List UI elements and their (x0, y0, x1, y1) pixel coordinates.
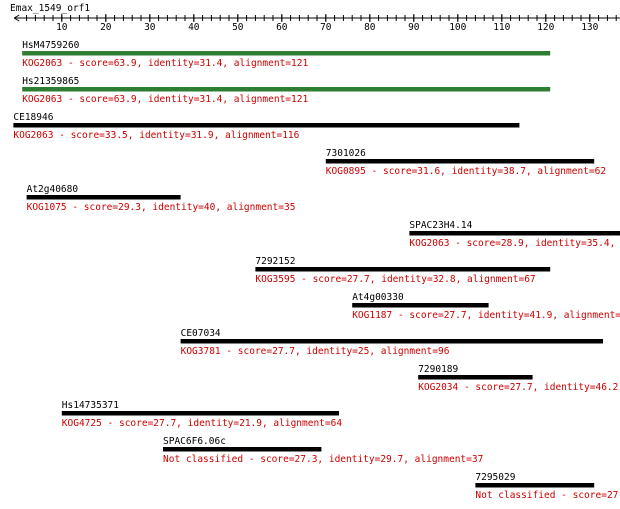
hit-bar[interactable] (255, 267, 551, 272)
hit-bar[interactable] (61, 411, 340, 416)
axis-tick-label: 90 (408, 22, 420, 33)
hit-row: At4g00330 KOG1187 - score=27.7, identity=… (352, 292, 620, 321)
hit-annotation: KOG2063 - score=63.9, identity=31.4, ali… (22, 94, 308, 105)
hit-row: 7301026 KOG0895 - score=31.6, identity=38… (325, 148, 606, 177)
hit-bar[interactable] (418, 375, 533, 380)
hit-row: Hs21359865 KOG2063 - score=63.9, identity… (22, 76, 551, 105)
hit-bar[interactable] (352, 303, 489, 308)
hit-annotation: KOG1075 - score=29.3, identity=40, align… (27, 202, 296, 213)
hit-bar[interactable] (325, 159, 595, 164)
x-axis: 10 20 30 40 50 60 70 80 90 100 110 120 130 (13, 14, 620, 33)
hit-tracks: HsM4759260 KOG2063 - score=63.9, identity… (13, 40, 620, 501)
hit-row: SPAC6F6.06c Not classified - score=27.3, … (163, 436, 483, 465)
hit-annotation: KOG1187 - score=27.7, identity=41.9, ali… (352, 310, 620, 321)
hit-name: 7301026 (326, 148, 366, 159)
chart-title: Emax_1549_orf1 (10, 3, 90, 14)
axis-tick-label: 60 (276, 22, 288, 33)
axis-arrow-left (13, 14, 20, 22)
hit-name: 7290189 (418, 364, 458, 375)
hit-name: Hs14735371 (62, 400, 119, 411)
hit-row: 7295029 Not classified - score=27.3, iden… (475, 472, 620, 501)
hit-name: 7292152 (255, 256, 295, 267)
hit-bar[interactable] (22, 87, 551, 92)
axis-tick-label: 130 (581, 22, 598, 33)
axis-tick-label: 20 (100, 22, 112, 33)
axis-tick-label: 110 (493, 22, 510, 33)
hit-row: 7290189 KOG2034 - score=27.7, identity=46… (418, 364, 620, 393)
hit-bar[interactable] (475, 483, 595, 488)
hit-row: 7292152 KOG3595 - score=27.7, identity=32… (255, 256, 551, 285)
hit-annotation: KOG2063 - score=33.5, identity=31.9, ali… (13, 130, 299, 141)
axis-tick-label: 70 (320, 22, 332, 33)
hit-bar[interactable] (13, 123, 520, 128)
axis-tick-label: 120 (537, 22, 554, 33)
hit-row: At2g40680 KOG1075 - score=29.3, identity=… (26, 184, 296, 213)
hit-name: 7295029 (475, 472, 515, 483)
hit-bar[interactable] (22, 51, 551, 56)
hit-name: At4g00330 (352, 292, 404, 303)
hit-annotation: KOG2063 - score=63.9, identity=31.4, ali… (22, 58, 308, 69)
hit-annotation: Not classified - score=27.3, identity=33… (475, 490, 620, 501)
hit-bar[interactable] (180, 339, 603, 344)
hit-name: SPAC23H4.14 (409, 220, 472, 231)
hit-name: CE18946 (13, 112, 53, 123)
axis-tick-label: 30 (144, 22, 156, 33)
hit-name: HsM4759260 (22, 40, 79, 51)
hit-annotation: KOG2063 - score=28.9, identity=35.4, ali… (409, 238, 620, 249)
hit-name: At2g40680 (27, 184, 79, 195)
hit-name: Hs21359865 (22, 76, 79, 87)
axis-tick-label: 50 (232, 22, 244, 33)
hit-bar[interactable] (409, 231, 620, 236)
hit-annotation: Not classified - score=27.3, identity=29… (163, 454, 483, 465)
hit-annotation: KOG4725 - score=27.7, identity=21.9, ali… (62, 418, 343, 429)
axis-tick-label: 40 (188, 22, 200, 33)
hit-row: Hs14735371 KOG4725 - score=27.7, identity… (61, 400, 343, 429)
hit-name: CE07034 (181, 328, 221, 339)
hit-row: CE18946 KOG2063 - score=33.5, identity=31… (13, 112, 520, 141)
hit-annotation: KOG3595 - score=27.7, identity=32.8, ali… (255, 274, 535, 285)
axis-tick-label: 10 (56, 22, 68, 33)
hit-row: HsM4759260 KOG2063 - score=63.9, identity… (22, 40, 551, 69)
hit-bar[interactable] (163, 447, 322, 452)
hit-annotation: KOG0895 - score=31.6, identity=38.7, ali… (326, 166, 606, 177)
axis-tick-label: 100 (449, 22, 466, 33)
axis-tick-label: 80 (364, 22, 376, 33)
hit-bar[interactable] (26, 195, 181, 200)
hit-annotation: KOG2034 - score=27.7, identity=46.2, ali… (418, 382, 620, 393)
hit-name: SPAC6F6.06c (163, 436, 226, 447)
hit-annotation: KOG3781 - score=27.7, identity=25, align… (181, 346, 450, 357)
hit-row: SPAC23H4.14 KOG2063 - score=28.9, identit… (409, 220, 620, 249)
hit-row: CE07034 KOG3781 - score=27.7, identity=25… (180, 328, 603, 357)
